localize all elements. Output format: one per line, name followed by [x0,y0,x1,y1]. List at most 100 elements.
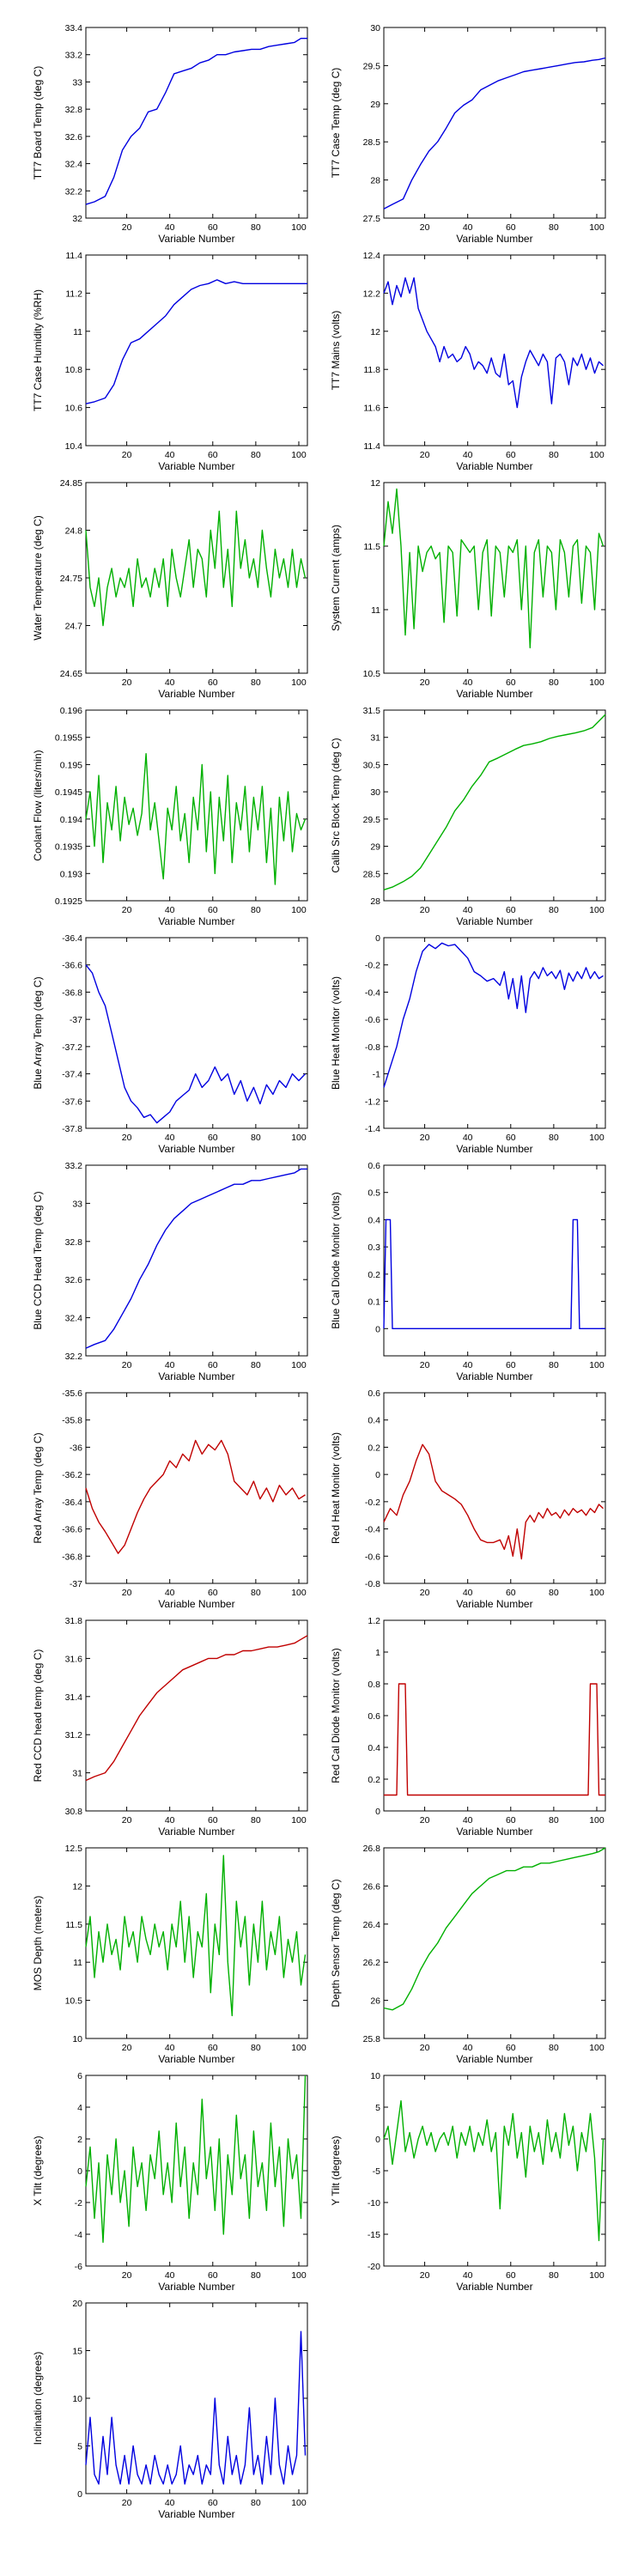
x-tick-label: 80 [251,677,261,688]
x-axis-label: Variable Number [456,460,532,472]
x-tick-label: 100 [589,1815,605,1826]
y-axis-label: Blue CCD Head Temp (deg C) [32,1191,44,1329]
y-axis-label: TT7 Board Temp (deg C) [32,66,44,180]
y-tick-label: -0.6 [365,1552,380,1562]
x-tick-label: 100 [589,1133,605,1143]
y-tick-label: 0.194 [60,815,82,825]
x-tick-label: 100 [291,677,307,688]
series-line [383,1218,605,1330]
y-tick-label: 10.6 [65,404,83,414]
y-tick-label: 5 [375,2103,380,2113]
series-line [383,276,604,409]
x-tick-label: 40 [463,450,473,460]
y-tick-label: -1.2 [365,1097,380,1107]
x-tick-label: 40 [165,450,175,460]
series-line [383,942,604,1088]
x-tick-label: 60 [208,222,218,233]
y-tick-label: -6 [75,2262,82,2272]
y-tick-label: -37.4 [62,1070,82,1080]
y-tick-label: 24.8 [65,526,83,537]
y-axis-label: Red Cal Diode Monitor (volts) [330,1648,342,1783]
x-tick-label: 20 [420,677,430,688]
x-tick-label: 100 [589,1588,605,1598]
x-tick-label: 20 [122,450,132,460]
x-tick-label: 100 [589,450,605,460]
series-line [85,1168,307,1349]
x-axis-label: Variable Number [456,1598,532,1610]
y-tick-label: 24.75 [60,574,82,584]
x-tick-label: 60 [506,905,516,915]
y-tick-label: 11.2 [65,289,82,299]
y-tick-label: 12.2 [363,289,381,299]
plot-frame [383,1164,606,1357]
x-tick-label: 20 [122,1815,132,1826]
y-tick-label: 0.4 [368,1215,380,1225]
x-axis-label: Variable Number [456,1826,532,1838]
y-tick-label: -37.2 [62,1042,82,1053]
y-axis-label: X Tilt (degrees) [32,2136,44,2205]
x-axis-label: Variable Number [158,915,234,927]
chart-panel-18: 25.8 26 26.2 26.4 26.6 26.8 20 40 60 80 100 Variabl… [330,1844,606,2065]
x-tick-label: 20 [122,2043,132,2053]
y-tick-label: 33 [72,77,82,88]
y-axis-label: Coolant Flow (liters/min) [32,750,44,860]
x-tick-label: 80 [549,677,559,688]
x-tick-label: 20 [122,222,132,233]
y-tick-label: 0.196 [60,706,82,716]
plot-frame [383,709,606,902]
x-tick-label: 80 [549,1360,559,1370]
y-axis-label: TT7 Case Humidity (%RH) [32,289,44,411]
y-tick-label: -4 [75,2230,82,2240]
y-tick-label: 0 [375,1470,380,1480]
y-axis-label: Red CCD head temp (deg C) [32,1649,44,1783]
chart-panel-21: 0 5 10 15 20 20 40 60 80 100 Variable Number Inclin… [32,2299,308,2520]
series-line [85,279,307,404]
y-axis-label: Blue Cal Diode Monitor (volts) [330,1192,342,1328]
plot-frame [383,1619,606,1812]
chart-panel-15: 30.8 31 31.2 31.4 31.6 31.8 20 40 60 80 100 Variabl… [32,1616,308,1838]
plot-frame [383,254,606,447]
series-line [85,1439,306,1554]
y-axis-label: TT7 Mains (volts) [330,311,342,391]
y-tick-label: -5 [373,2166,380,2177]
chart-panel-10: -1.4 -1.2 -1 -0.8 -0.6 -0.4 -0.2 0 20 40 60 80 100 Va… [330,933,606,1155]
y-tick-label: 0.2 [368,1775,380,1785]
y-tick-label: 26.2 [363,1958,381,1968]
x-axis-label: Variable Number [456,915,532,927]
y-tick-label: 33.4 [65,23,83,33]
x-tick-label: 60 [208,1815,218,1826]
y-tick-label: -0.4 [365,987,380,998]
plot-frame [85,1619,308,1812]
x-axis-label: Variable Number [158,1826,234,1838]
x-tick-label: 100 [589,2043,605,2053]
y-tick-label: -20 [368,2262,380,2272]
y-tick-label: 12.5 [65,1844,83,1854]
plot-frame [85,1164,308,1357]
y-tick-label: 0.8 [368,1680,380,1690]
y-tick-label: 0.4 [368,1743,380,1753]
y-tick-label: -0.6 [365,1015,380,1025]
y-axis-label: Inclination (degrees) [32,2352,44,2445]
x-axis-label: Variable Number [158,1598,234,1610]
y-tick-label: -0.4 [365,1525,380,1535]
plot-frame [383,1847,606,2039]
x-tick-label: 100 [291,450,307,460]
y-tick-label: 11.4 [65,251,82,261]
y-tick-label: 30.8 [65,1807,83,1817]
y-axis-label: Blue Array Temp (deg C) [32,976,44,1089]
chart-panel-9: -37.8 -37.6 -37.4 -37.2 -37 -36.8 -36.6 -36.4 20… [32,933,308,1155]
y-tick-label: 20 [72,2299,82,2309]
y-tick-label: 0.5 [368,1188,380,1199]
y-tick-label: 27.5 [363,214,381,224]
x-tick-label: 80 [549,1133,559,1143]
plot-frame [85,2302,308,2494]
plot-frame [383,1392,606,1584]
y-tick-label: 32.8 [65,1237,83,1248]
y-tick-label: 32.8 [65,105,83,115]
plot-frame [383,2075,606,2267]
x-tick-label: 100 [291,222,307,233]
y-axis-label: Depth Sensor Temp (deg C) [330,1879,342,2007]
y-tick-label: 29 [370,100,380,110]
y-tick-label: 33 [72,1199,82,1209]
